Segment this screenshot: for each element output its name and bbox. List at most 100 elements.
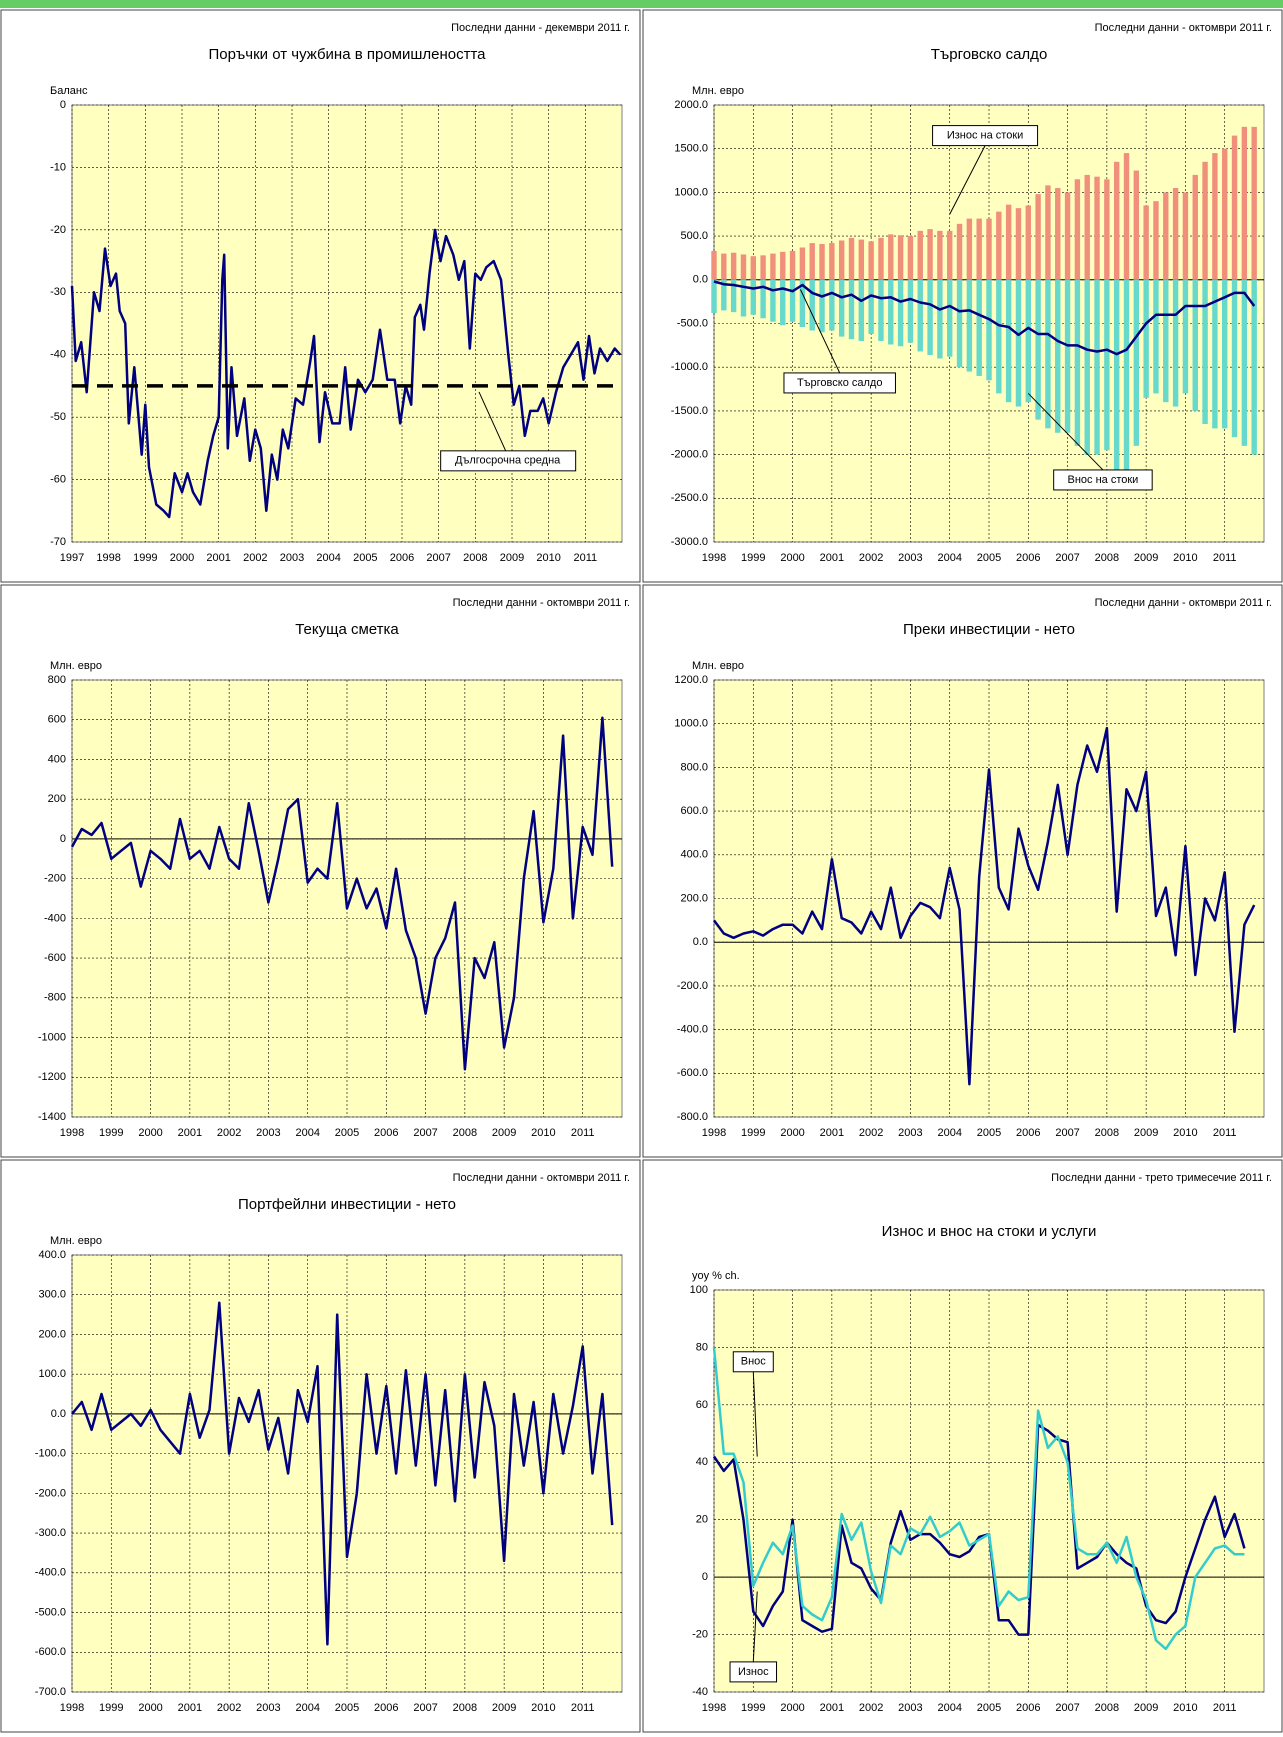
y-tick-label: 40: [696, 1456, 708, 1468]
x-tick-label: 2000: [780, 552, 804, 564]
bar: [947, 279, 953, 357]
callout-label: Дългосрочна средна: [455, 455, 561, 467]
y-tick-label: 200.0: [38, 1328, 66, 1340]
bar: [809, 243, 815, 280]
bar: [1133, 170, 1140, 280]
chart-title: Текуща сметка: [295, 621, 399, 638]
x-tick-label: 2008: [1095, 1702, 1119, 1714]
x-tick-label: 2009: [1134, 1702, 1158, 1714]
bar: [1212, 153, 1218, 280]
x-tick-label: 2003: [256, 1127, 280, 1139]
bar: [1192, 279, 1198, 411]
subtitle: Последни данни - трето тримесечие 2011 г…: [1051, 1172, 1272, 1184]
subtitle: Последни данни - октомври 2011 г.: [1095, 22, 1272, 34]
bar: [1251, 279, 1257, 455]
y-tick-label: -600.0: [35, 1646, 66, 1658]
x-tick-label: 2009: [500, 552, 524, 564]
y-tick-label: -40: [50, 349, 66, 361]
x-tick-label: 2004: [937, 1702, 961, 1714]
x-tick-label: 2011: [574, 552, 598, 564]
x-tick-label: 2005: [335, 1127, 359, 1139]
x-tick-label: 2009: [492, 1127, 516, 1139]
chart-panel: Последни данни - октомври 2011 г. Преки и…: [642, 584, 1283, 1158]
bar: [1182, 279, 1189, 394]
x-tick-label: 2006: [390, 552, 414, 564]
bar: [1153, 201, 1159, 280]
bar: [888, 234, 894, 280]
bar: [1163, 192, 1169, 280]
legend-label: Внос: [741, 1356, 767, 1368]
x-tick-label: 1998: [96, 552, 120, 564]
x-tick-label: 1997: [60, 552, 84, 564]
bar: [1222, 148, 1228, 280]
y-tick-label: -100.0: [35, 1448, 66, 1460]
x-tick-label: 1999: [133, 552, 157, 564]
plot-area: [71, 104, 623, 543]
x-tick-label: 2004: [295, 1127, 319, 1139]
x-tick-label: 2003: [898, 1127, 922, 1139]
callout-arrow: [799, 289, 841, 374]
x-tick-label: 2001: [178, 1127, 202, 1139]
x-tick-label: 2002: [859, 1702, 883, 1714]
bar: [907, 236, 914, 280]
x-tick-label: 2010: [531, 1127, 555, 1139]
series-line: [712, 1347, 1245, 1651]
x-tick-label: 2010: [1173, 552, 1197, 564]
bar: [878, 237, 884, 280]
bar: [1064, 279, 1071, 433]
callout-box: [783, 372, 896, 394]
series-line: [70, 716, 614, 1071]
y-tick-label: -1400: [38, 1111, 66, 1123]
x-tick-label: 2008: [453, 1702, 477, 1714]
bar: [740, 254, 747, 280]
y-tick-label: 200: [48, 793, 66, 805]
bar: [760, 279, 766, 319]
bar: [1231, 279, 1238, 438]
x-tick-label: 1998: [60, 1127, 84, 1139]
bar: [838, 279, 845, 337]
x-tick-label: 2003: [256, 1702, 280, 1714]
y-axis-label: Баланс: [50, 85, 88, 97]
chart-panel: Последни данни - декември 2011 г. Поръчки…: [0, 9, 641, 583]
x-tick-label: 2002: [217, 1127, 241, 1139]
x-tick-label: 2009: [1134, 1127, 1158, 1139]
chart-title: Търговско салдо: [931, 46, 1048, 63]
x-tick-label: 2008: [453, 1127, 477, 1139]
y-axis-label: Млн. евро: [50, 660, 102, 672]
y-tick-label: -10: [50, 161, 66, 173]
x-tick-label: 2007: [426, 552, 450, 564]
bar: [1113, 279, 1120, 473]
x-tick-label: 2005: [353, 552, 377, 564]
bar: [1192, 174, 1198, 280]
x-tick-label: 2004: [937, 552, 961, 564]
bar: [956, 279, 963, 368]
x-tick-label: 2000: [170, 552, 194, 564]
bar: [1123, 279, 1130, 477]
bar: [1133, 279, 1140, 446]
y-tick-label: 500.0: [680, 230, 708, 242]
bar: [760, 255, 766, 280]
y-tick-label: -300.0: [35, 1527, 66, 1539]
bar: [789, 279, 796, 322]
x-tick-label: 2006: [374, 1702, 398, 1714]
bar: [829, 279, 835, 331]
x-tick-label: 2007: [1055, 1702, 1079, 1714]
chart-title: Преки инвестиции - нето: [903, 621, 1075, 638]
x-tick-label: 2011: [1213, 1702, 1237, 1714]
y-tick-label: 60: [696, 1399, 708, 1411]
bar: [917, 230, 923, 280]
bar: [780, 251, 786, 280]
y-tick-label: -1000.0: [671, 361, 708, 373]
y-tick-label: 400.0: [680, 849, 708, 861]
bar: [721, 253, 727, 280]
y-tick-label: -1500.0: [671, 405, 708, 417]
y-tick-label: -800.0: [677, 1111, 708, 1123]
bar: [730, 279, 737, 313]
y-tick-label: 100.0: [38, 1368, 66, 1380]
bar: [1045, 185, 1051, 280]
bar: [966, 218, 973, 280]
bar: [780, 279, 786, 326]
bar: [838, 240, 845, 280]
bar: [1241, 279, 1248, 446]
